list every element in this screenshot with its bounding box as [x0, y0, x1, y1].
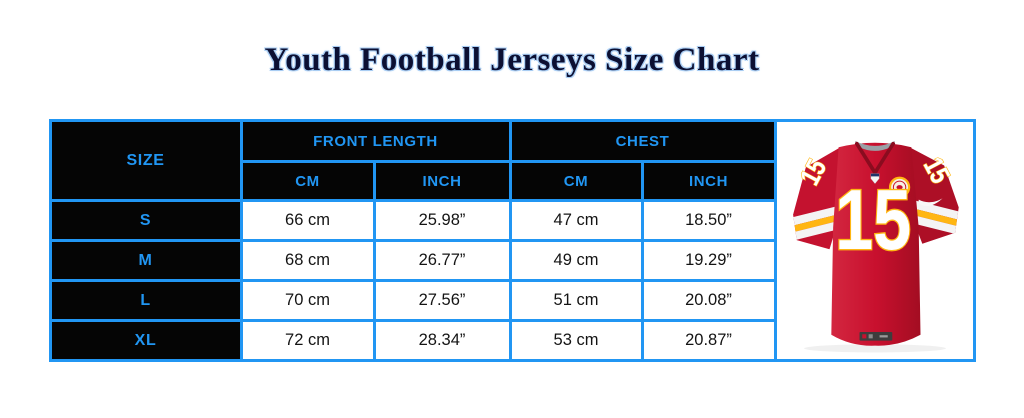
column-header-front-cm: CM [242, 163, 373, 199]
front-length-cm-value: 70 cm [242, 282, 373, 319]
chest-inch-value: 20.08” [643, 282, 774, 319]
jersey-image-cell: 15 15 15 [776, 122, 973, 359]
page-title: Youth Football Jerseys Size Chart [264, 42, 760, 78]
swoosh-icon [917, 197, 943, 206]
front-length-cm-value: 68 cm [242, 242, 373, 279]
front-length-inch-value: 28.34” [375, 322, 509, 359]
column-header-size: SIZE [51, 122, 240, 199]
jersey-image: 15 15 15 [792, 140, 959, 352]
nfl-shield-icon [870, 172, 879, 184]
chest-inch-value: 19.29” [643, 242, 774, 279]
size-chart-table: SIZE FRONT LENGTH CHEST CM INCH CM INCH … [48, 119, 976, 362]
front-length-inch-value: 25.98” [375, 202, 509, 239]
size-label: L [51, 282, 240, 319]
size-label: M [51, 242, 240, 279]
front-length-inch-value: 27.56” [375, 282, 509, 319]
jersey-left-sleeve [792, 146, 842, 249]
column-group-front-length: FRONT LENGTH [242, 122, 509, 160]
front-length-cm-value: 66 cm [242, 202, 373, 239]
jock-tag [859, 331, 892, 341]
chest-inch-value: 18.50” [643, 202, 774, 239]
front-length-inch-value: 26.77” [375, 242, 509, 279]
jersey-right-sleeve [907, 146, 959, 244]
chest-cm-value: 47 cm [511, 202, 641, 239]
front-length-cm-value: 72 cm [242, 322, 373, 359]
column-header-chest-cm: CM [511, 163, 641, 199]
size-label: S [51, 202, 240, 239]
team-patch-icon [888, 176, 910, 198]
chest-inch-value: 20.87” [643, 322, 774, 359]
column-header-chest-inch: INCH [643, 163, 774, 199]
column-group-chest: CHEST [511, 122, 774, 160]
chest-cm-value: 53 cm [511, 322, 641, 359]
chest-cm-value: 51 cm [511, 282, 641, 319]
chest-cm-value: 49 cm [511, 242, 641, 279]
jersey-collar [854, 140, 895, 175]
column-header-front-inch: INCH [375, 163, 509, 199]
chest-number: 15 [835, 172, 911, 267]
jersey-shadow [803, 343, 946, 352]
size-label: XL [51, 322, 240, 359]
